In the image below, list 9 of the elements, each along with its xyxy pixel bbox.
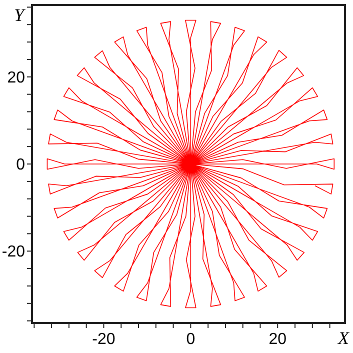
x-tick-label: 20 (268, 331, 287, 348)
line-series (46, 20, 335, 308)
y-tick-label: -20 (2, 244, 26, 261)
y-tick-label: 0 (16, 156, 26, 174)
y-axis-title: Y (14, 5, 26, 25)
x-tick-label: 0 (186, 331, 196, 348)
x-tick-label: -20 (92, 331, 116, 348)
y-tick-label: 20 (7, 69, 26, 86)
x-axis-title: X (337, 328, 350, 348)
